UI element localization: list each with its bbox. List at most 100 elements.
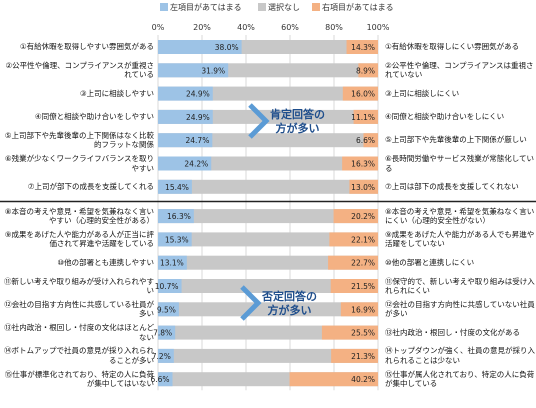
data-label-left: 7.2% (152, 352, 171, 361)
bar-right (353, 109, 378, 124)
bar-neutral (158, 279, 378, 293)
row-label-left-text: ⑬社内政治・根回し・忖度の文化はほとんどない (4, 323, 154, 342)
data-label-right: 20.2% (351, 212, 375, 221)
data-label-right: 16.9% (351, 305, 375, 314)
callout-negative-line1: 否定回答の (262, 290, 317, 303)
data-label-left: 24.7% (186, 136, 210, 145)
row-label-left: ⑫会社の目指す方向性に共感している社員が多い (2, 298, 154, 320)
row-label-left-text: ②公平性や倫理、コンプライアンスが重視されている (5, 60, 154, 80)
data-label-left: 16.3% (167, 212, 191, 221)
data-label-left: 15.3% (165, 235, 189, 244)
row-label-left-text: ⑭ボトムアップで社員の意見が採り入れられることが多い (4, 346, 154, 365)
row-label-right-text: ⑬社内政治・根回し・忖度の文化がある (385, 327, 520, 337)
row-label-left: ⑦上司が部下の成長を支援してくれる (2, 176, 154, 198)
data-label-left: 31.9% (201, 66, 225, 75)
legend: 左項目があてはまる 選択なし 右項目があてはまる (0, 3, 536, 15)
data-label-right: 6.6% (356, 136, 375, 145)
legend-left: 左項目があてはまる (160, 3, 242, 13)
row-label-left-text: ①有給休暇を取得しやすい雰囲気がある (19, 42, 154, 52)
positive-arrow-icon (248, 103, 270, 139)
legend-right-label: 右項目があてはまる (322, 3, 394, 12)
data-label-right: 21.3% (351, 352, 375, 361)
row-label-right: ⑬社内政治・根回し・忖度の文化がある (385, 322, 535, 344)
row-label-left: ⑤上司部下や先輩後輩の上下関係はなく比較的フラットな関係 (2, 129, 154, 151)
bar-left (158, 325, 176, 340)
callout-positive-line1: 肯定回答の (270, 108, 325, 121)
bar-right (330, 279, 378, 293)
bar-right (340, 302, 378, 317)
data-label-left: 10.7% (155, 282, 179, 291)
row-label-right-text: ③上司に相談しにくい (385, 88, 460, 98)
data-label-left: 13.1% (160, 259, 184, 268)
row-label-left-text: ④同僚と相談や助け合いをしやすい (34, 112, 154, 122)
bar-right (342, 156, 378, 171)
row-label-left: ⑧本音の考えや意見・希望を気兼ねなく言いやすい（心理的安全性がある） (2, 205, 154, 227)
data-label-right: 8.9% (356, 66, 375, 75)
x-tick-label: 20% (193, 23, 211, 32)
bar-neutral (158, 232, 378, 247)
callout-negative: 否定回答の 方が多い (262, 290, 317, 318)
row-label-right-text: ②公平性や倫理、コンプライアンスは重視されていない (385, 60, 534, 80)
data-label-left: 24.2% (184, 160, 208, 169)
row-label-right-text: ⑤上司部下や先輩後輩の上下関係が厳しい (385, 135, 527, 145)
bar-neutral (158, 86, 378, 101)
bar-neutral (158, 133, 378, 148)
row-label-right: ①有給休暇を取得しにくい雰囲気がある (385, 36, 535, 58)
data-label-right: 22.7% (351, 259, 375, 268)
data-label-right: 14.3% (351, 43, 375, 52)
data-label-left: 15.4% (165, 183, 189, 192)
bar-right (349, 179, 378, 194)
row-label-left-text: ③上司に相談しやすい (79, 88, 154, 98)
bar-right (346, 40, 378, 54)
bar-right (333, 209, 378, 224)
row-label-right-text: ⑩他の部署と連携しにくい (385, 257, 475, 267)
negative-arrow-icon (240, 285, 262, 321)
row-label-right-text: ⑧本音の考えや意見・希望を気兼ねなく言いにくい（心理的安全性がない） (385, 206, 535, 226)
data-label-left: 38.0% (215, 43, 239, 52)
data-label-right: 16.0% (351, 90, 375, 99)
bar-neutral (158, 348, 378, 363)
data-label-left: 24.9% (186, 90, 210, 99)
legend-left-label: 左項目があてはまる (170, 3, 242, 12)
bar-right (328, 255, 378, 270)
row-label-left: ⑮仕事が標準化されており、特定の人に負荷が集中してはいない (2, 368, 154, 390)
bar-neutral (158, 255, 378, 270)
row-label-left-text: ⑧本音の考えや意見・希望を気兼ねなく言いやすい（心理的安全性がある） (4, 206, 154, 226)
bar-left (158, 209, 194, 224)
bar-left (158, 86, 213, 101)
row-label-right: ⑧本音の考えや意見・希望を気兼ねなく言いにくい（心理的安全性がない） (385, 205, 535, 227)
row-label-left-text: ⑨成果をあげた人や能力がある人が正当に評価されて昇進や活躍をしている (4, 229, 154, 249)
row-label-left-text: ⑦上司が部下の成長を支援してくれる (27, 182, 154, 192)
row-label-right: ⑭トップダウンが強く、社員の意見が採り入れられることは少ない (385, 345, 535, 367)
row-label-right: ⑮仕事が属人化されており、特定の人に負荷が集中している (385, 368, 535, 390)
row-label-left-text: ⑫会社の目指す方向性に共感している社員が多い (4, 299, 154, 319)
row-label-left: ⑨成果をあげた人や能力がある人が正当に評価されて昇進や活躍をしている (2, 228, 154, 250)
row-label-left: ⑩他の部署とも連携しやすい (2, 252, 154, 274)
bar-left (158, 302, 179, 317)
row-label-right: ⑫会社の目指す方向性に共感していない社員が多い (385, 298, 535, 320)
data-label-right: 13.0% (351, 183, 375, 192)
row-label-right: ⑩他の部署と連携しにくい (385, 252, 535, 274)
bar-left (158, 63, 229, 78)
bar-right (363, 133, 378, 148)
data-label-right: 21.5% (351, 282, 375, 291)
row-label-right-text: ⑦上司は部下の成長を支援してくれない (385, 182, 519, 192)
bar-neutral (158, 302, 378, 317)
row-label-right-text: ①有給休暇を取得しにくい雰囲気がある (385, 42, 520, 52)
row-label-right-text: ⑨成果をあげた人や能力がある人でも昇進や活躍をしていない (385, 229, 535, 249)
row-label-right-text: ⑪保守的で、新しい考えや取り組みは受け入れられにくい (385, 276, 535, 296)
row-label-right-text: ⑥長時間労働やサービス残業が常態化している (385, 154, 534, 173)
row-label-left-text: ⑮仕事が標準化されており、特定の人に負荷が集中してはいない (4, 369, 154, 389)
bar-neutral (158, 209, 378, 224)
row-label-right: ⑥長時間労働やサービス残業が常態化している (385, 153, 535, 175)
row-label-right: ④同僚と相談や助け合いをしにくい (385, 106, 535, 128)
row-label-right: ③上司に相談しにくい (385, 83, 535, 105)
bar-left (158, 40, 242, 54)
bar-neutral (158, 156, 378, 171)
bar-left (158, 372, 173, 387)
data-label-right: 25.5% (351, 329, 375, 338)
row-label-right-text: ⑭トップダウンが強く、社員の意見が採り入れられることは少ない (385, 346, 535, 365)
data-label-left: 9.5% (157, 305, 176, 314)
data-label-right: 11.1% (351, 113, 375, 122)
